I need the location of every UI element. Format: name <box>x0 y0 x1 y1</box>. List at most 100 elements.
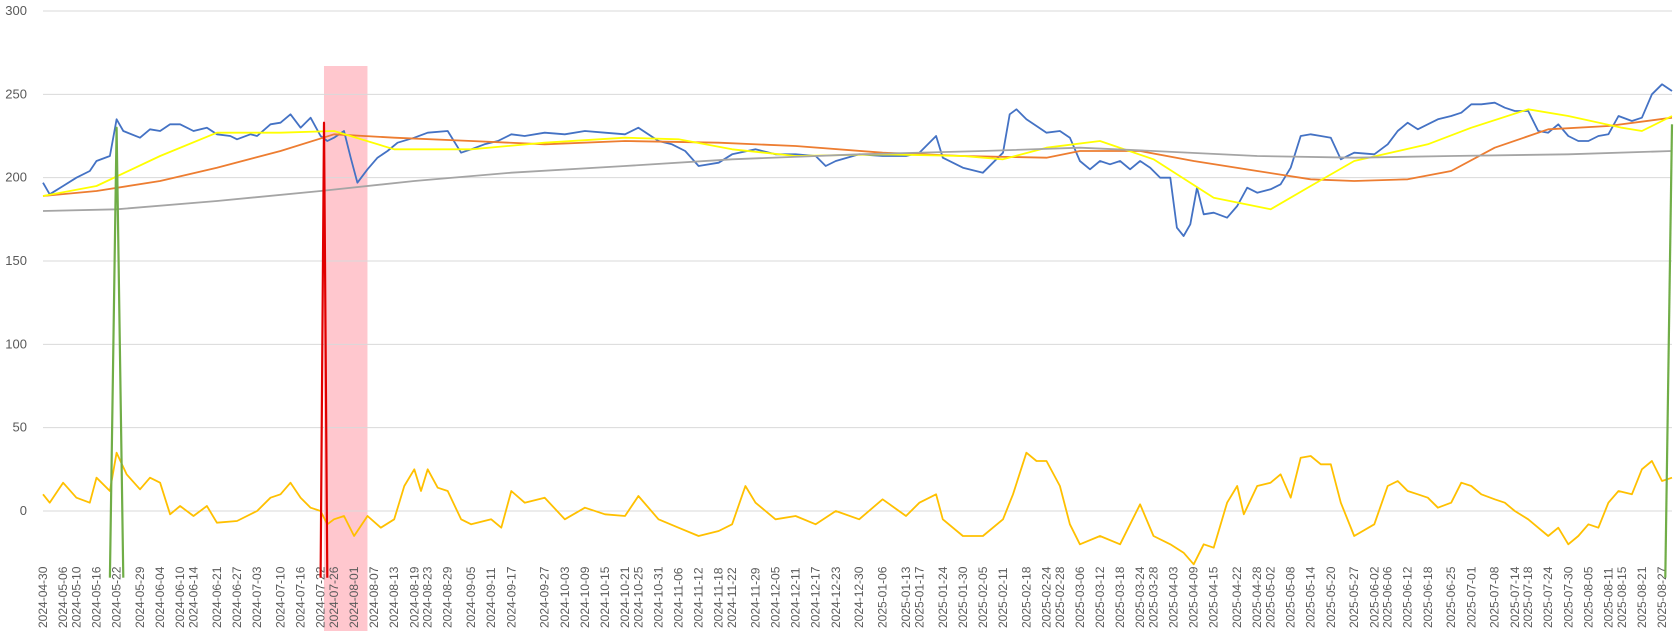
x-tick-label: 2025-05-08 <box>1284 566 1298 628</box>
highlight-band-layer <box>323 66 368 631</box>
x-tick-label: 2025-04-03 <box>1167 566 1181 628</box>
x-tick-label: 2025-01-06 <box>876 566 890 628</box>
gridlines <box>43 10 1672 512</box>
x-tick-label: 2024-10-15 <box>598 566 612 628</box>
x-tick-label: 2025-02-05 <box>976 566 990 628</box>
x-tick-label: 2025-02-18 <box>1019 566 1033 628</box>
y-tick-label: 300 <box>5 3 27 18</box>
x-tick-label: 2025-04-15 <box>1207 566 1221 628</box>
y-axis-tick-labels: 300 250 200 150 100 50 0 <box>5 3 27 518</box>
x-tick-label: 2025-07-24 <box>1541 566 1555 628</box>
x-tick-label: 2025-06-02 <box>1367 566 1381 628</box>
x-tick-label: 2024-07-22 <box>314 566 328 628</box>
x-tick-label: 2024-11-29 <box>748 567 762 628</box>
x-tick-label: 2024-10-21 <box>618 566 632 628</box>
series-line-signal-red <box>319 121 329 578</box>
x-tick-label: 2024-08-13 <box>387 566 401 628</box>
y-tick-label: 0 <box>20 503 27 518</box>
x-tick-label: 2024-09-27 <box>538 566 552 628</box>
y-tick-label: 150 <box>5 253 27 268</box>
y-tick-label: 200 <box>5 170 27 185</box>
x-tick-label: 2025-06-18 <box>1421 566 1435 628</box>
x-tick-label: 2025-07-30 <box>1561 566 1575 628</box>
series-line-oscillator <box>42 451 1673 566</box>
x-tick-label: 2024-12-17 <box>809 566 823 628</box>
series-line-moving-average-long <box>42 146 1673 212</box>
x-tick-label: 2025-05-14 <box>1304 566 1318 628</box>
x-tick-label: 2025-07-18 <box>1521 566 1535 628</box>
x-tick-label: 2025-08-05 <box>1581 566 1595 628</box>
x-tick-label: 2025-01-17 <box>912 566 926 628</box>
x-tick-label: 2024-06-21 <box>210 566 224 628</box>
x-tick-label: 2025-01-30 <box>956 566 970 628</box>
x-tick-label: 2024-10-09 <box>578 566 592 628</box>
y-tick-label: 50 <box>13 420 27 435</box>
x-tick-label: 2025-05-20 <box>1324 566 1338 628</box>
x-tick-label: 2024-06-27 <box>230 566 244 628</box>
series-lines <box>42 83 1674 578</box>
x-tick-label: 2025-08-21 <box>1635 566 1649 628</box>
series-line-price <box>42 83 1673 237</box>
x-tick-label: 2025-02-28 <box>1053 566 1067 628</box>
x-tick-label: 2024-08-07 <box>367 566 381 628</box>
x-tick-label: 2024-11-18 <box>712 567 726 628</box>
y-tick-label: 250 <box>5 86 27 101</box>
x-tick-label: 2025-08-15 <box>1615 566 1629 628</box>
x-tick-label: 2024-11-22 <box>725 567 739 628</box>
x-tick-label: 2025-03-28 <box>1147 566 1161 628</box>
x-tick-label: 2025-05-27 <box>1347 566 1361 628</box>
x-tick-label: 2024-10-31 <box>651 566 665 628</box>
y-tick-label: 100 <box>5 336 27 351</box>
x-tick-label: 2024-05-29 <box>133 566 147 628</box>
x-tick-label: 2025-06-25 <box>1444 566 1458 628</box>
series-line-signal-green <box>108 126 125 578</box>
x-tick-label: 2024-05-06 <box>56 566 70 628</box>
highlight-band <box>323 66 368 631</box>
x-tick-label: 2024-12-30 <box>852 566 866 628</box>
x-tick-label: 2024-10-25 <box>631 566 645 628</box>
x-tick-label: 2024-12-11 <box>789 567 803 628</box>
x-tick-label: 2024-07-16 <box>294 566 308 628</box>
x-tick-label: 2024-07-03 <box>250 566 264 628</box>
x-tick-label: 2025-01-13 <box>899 566 913 628</box>
x-tick-label: 2025-03-06 <box>1073 566 1087 628</box>
x-tick-label: 2025-08-11 <box>1601 567 1615 628</box>
x-tick-label: 2025-05-02 <box>1264 566 1278 628</box>
x-tick-label: 2024-05-10 <box>69 566 83 628</box>
x-tick-label: 2025-03-18 <box>1113 566 1127 628</box>
x-tick-label: 2025-06-06 <box>1381 566 1395 628</box>
x-tick-label: 2025-03-12 <box>1093 566 1107 628</box>
x-axis-tick-labels: 2024-04-30 2024-05-06 2024-05-10 2024-05-16… <box>36 566 1669 628</box>
x-tick-label: 2024-05-16 <box>90 566 104 628</box>
x-tick-label: 2025-02-24 <box>1039 566 1053 628</box>
x-tick-label: 2024-11-12 <box>692 567 706 628</box>
x-tick-label: 2024-06-10 <box>173 566 187 628</box>
x-tick-label: 2024-10-03 <box>558 566 572 628</box>
x-tick-label: 2025-07-01 <box>1464 566 1478 628</box>
x-tick-label: 2024-06-04 <box>153 566 167 628</box>
x-tick-label: 2025-04-28 <box>1250 566 1264 628</box>
x-tick-label: 2024-05-22 <box>110 566 124 628</box>
x-tick-label: 2025-03-24 <box>1133 566 1147 628</box>
x-tick-label: 2025-04-09 <box>1187 566 1201 628</box>
x-tick-label: 2024-08-29 <box>441 566 455 628</box>
x-tick-label: 2024-09-17 <box>504 566 518 628</box>
x-tick-label: 2024-08-01 <box>347 566 361 628</box>
x-tick-label: 2024-07-26 <box>327 566 341 628</box>
x-tick-label: 2024-09-05 <box>464 566 478 628</box>
x-tick-label: 2024-07-10 <box>273 566 287 628</box>
series-line-signal-green-end <box>1664 124 1674 578</box>
x-tick-label: 2025-06-12 <box>1401 566 1415 628</box>
x-tick-label: 2025-01-24 <box>936 566 950 628</box>
x-tick-label: 2025-07-14 <box>1508 566 1522 628</box>
x-tick-label: 2024-09-11 <box>484 567 498 628</box>
x-tick-label: 2025-04-22 <box>1230 566 1244 628</box>
x-tick-label: 2024-08-19 <box>407 566 421 628</box>
x-tick-label: 2025-02-11 <box>996 567 1010 628</box>
x-tick-label: 2024-12-05 <box>769 566 783 628</box>
x-tick-label: 2025-07-08 <box>1488 566 1502 628</box>
x-tick-label: 2024-04-30 <box>36 566 50 628</box>
x-tick-label: 2024-08-23 <box>421 566 435 628</box>
x-tick-label: 2024-06-14 <box>187 566 201 628</box>
